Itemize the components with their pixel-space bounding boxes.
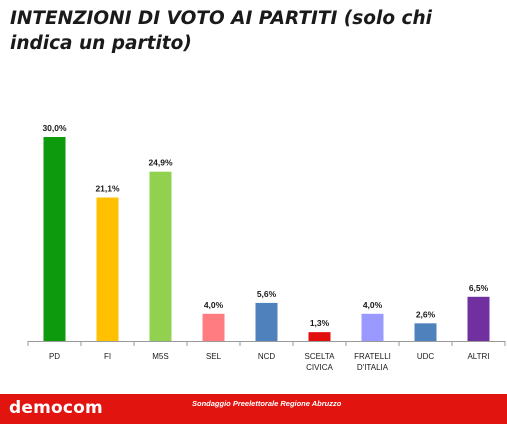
category-label-ncd: NCD (258, 352, 276, 361)
value-label-ncd: 5,6% (257, 289, 277, 299)
value-label-altri: 6,5% (469, 283, 489, 293)
democom-logo: democom (9, 398, 103, 418)
category-label-altri: ALTRI (467, 352, 489, 361)
category-label-pd: PD (49, 352, 60, 361)
bar-altri (467, 296, 490, 341)
value-label-pd: 30,0% (42, 123, 67, 133)
value-label-udc: 2,6% (416, 309, 436, 319)
value-label-scelta-civica: 1,3% (310, 318, 330, 328)
bar-scelta-civica (308, 332, 331, 341)
category-label-fi: FI (104, 352, 111, 361)
value-label-fi: 21,1% (95, 184, 120, 194)
footer-survey-note: Sondaggio Preelettorale Regione Abruzzo (192, 399, 342, 408)
bar-fi (96, 197, 119, 341)
chart-title: INTENZIONI DI VOTO AI PARTITI (solo chi … (10, 8, 432, 54)
bar-sel (202, 313, 225, 341)
category-label-scelta-civica: SCELTA (305, 352, 336, 361)
category-label-fratelli-d-italia: FRATELLI (354, 352, 391, 361)
category-label-udc: UDC (417, 352, 435, 361)
bars-layer (43, 137, 490, 341)
value-label-sel: 4,0% (204, 300, 224, 310)
bar-fratelli-d-italia (361, 313, 384, 341)
category-label-m5s: M5S (152, 352, 168, 361)
bar-pd (43, 137, 66, 341)
value-label-m5s: 24,9% (148, 158, 173, 168)
bar-m5s (149, 171, 172, 341)
x-axis-ticks (27, 341, 506, 346)
category-label-fratelli-d-italia: D'ITALIA (357, 363, 389, 372)
bar-chart: 30,0% PD 21,1% FI 24,9% M5S 4,0% SEL 5,6% NCD 1,3%… (27, 123, 506, 372)
category-label-sel: SEL (206, 352, 222, 361)
bar-ncd (255, 302, 278, 341)
category-label-scelta-civica: CIVICA (306, 363, 333, 372)
footer-bar: democom Sondaggio Preelettorale Regione … (0, 394, 507, 424)
value-label-fratelli-d-italia: 4,0% (363, 300, 383, 310)
labels-layer: 30,0% PD 21,1% FI 24,9% M5S 4,0% SEL 5,6% NCD 1,3%… (42, 123, 489, 372)
bar-udc (414, 323, 437, 341)
